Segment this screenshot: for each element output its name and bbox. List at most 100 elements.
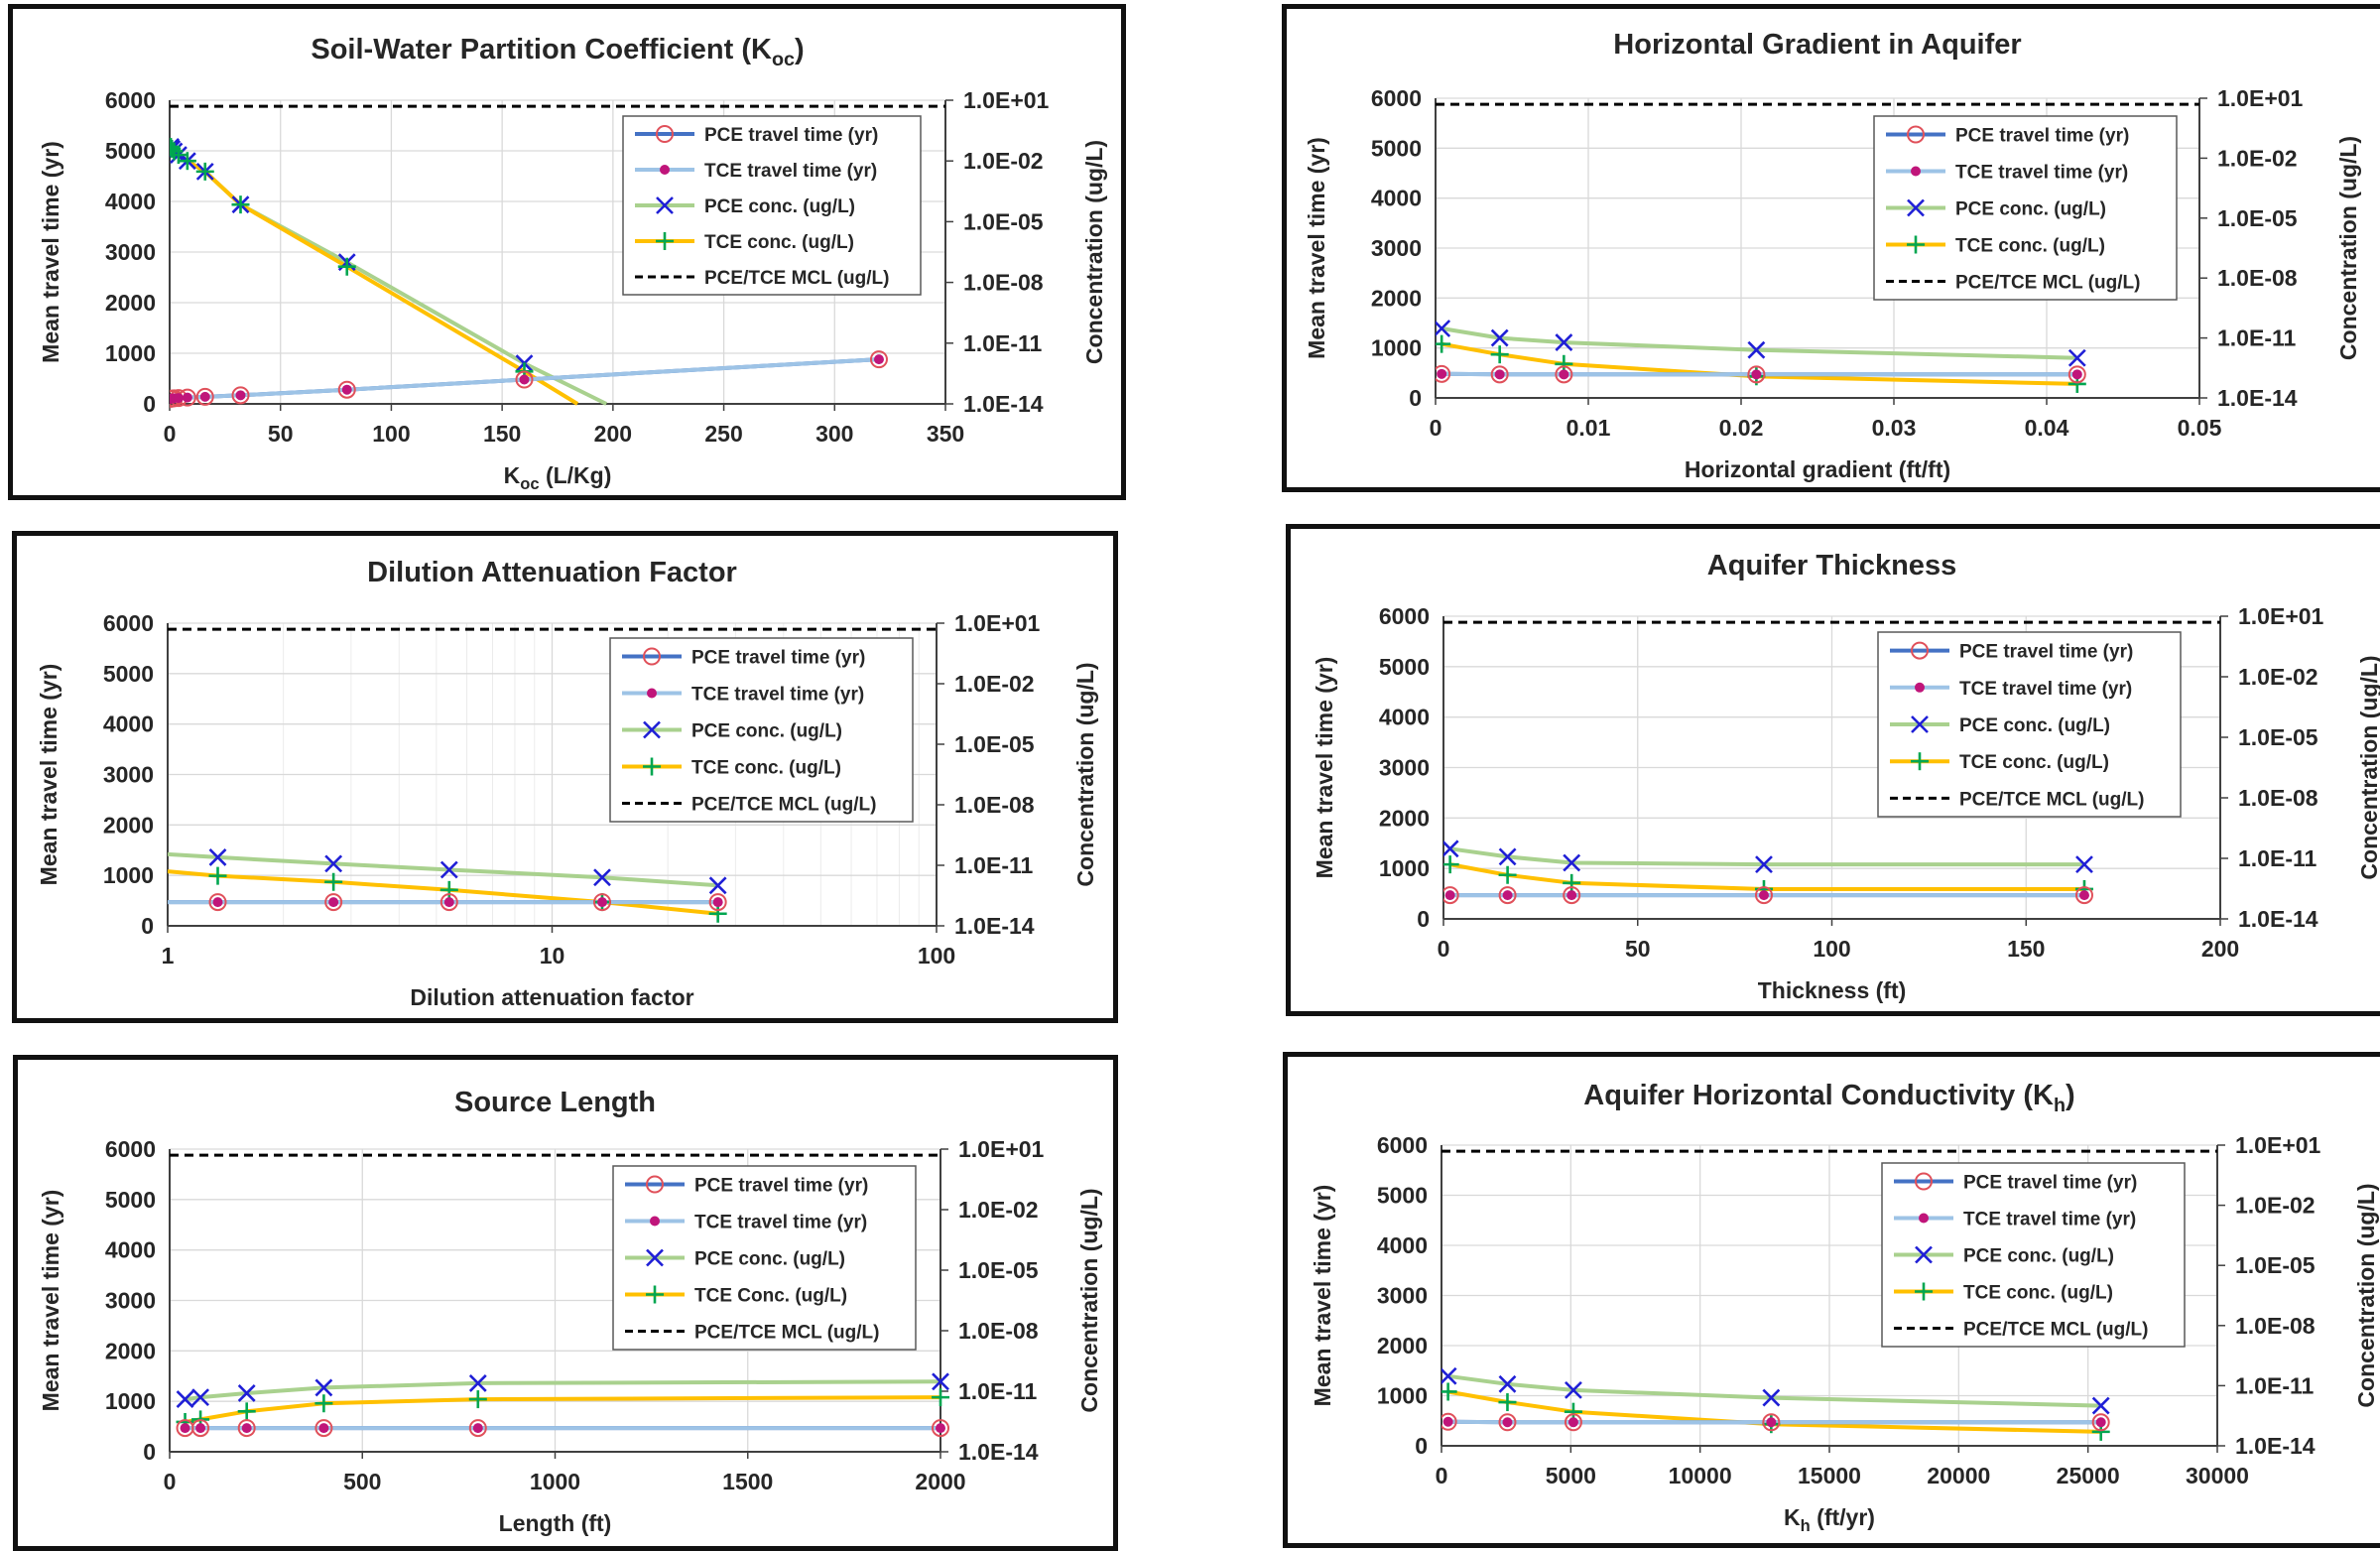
data-point: [195, 387, 214, 406]
legend-item: PCE conc. (ug/L): [1886, 199, 2106, 220]
legend-marker: [656, 125, 674, 143]
chart-title: Aquifer Thickness: [1707, 550, 1956, 582]
y-tick-label: 0: [143, 1439, 156, 1465]
data-point: [932, 1388, 949, 1407]
legend-label: PCE travel time (yr): [694, 1176, 868, 1197]
y2-tick-label: 1.0E-08: [963, 270, 1044, 296]
data-point: [1436, 364, 1451, 383]
legend-marker: [1911, 715, 1929, 733]
y-tick-label: 5000: [1379, 654, 1430, 680]
data-point: [593, 868, 611, 887]
data-point: [173, 393, 184, 404]
x-tick-label: 1500: [722, 1469, 773, 1494]
data-point: [515, 370, 534, 389]
x-tick-label: 20000: [1927, 1463, 1990, 1488]
data-point: [314, 1419, 333, 1438]
chart-svg: Soil-Water Partition Coefficient (Koc) 0 5…: [38, 34, 1107, 493]
legend-marker: [1911, 752, 1929, 771]
data-point: [593, 893, 612, 912]
legend-item: PCE travel time (yr): [625, 1175, 868, 1197]
y-tick-label: 3000: [1377, 1283, 1428, 1309]
chart-panel-horizontal-conductivity: Aquifer Horizontal Conductivity (Kh) 0 500…: [1283, 1052, 2380, 1548]
legend-label: PCE/TCE MCL (ug/L): [1955, 273, 2140, 294]
y2-tick-label: 1.0E-02: [958, 1197, 1039, 1223]
legend-label: TCE conc. (ug/L): [1963, 1283, 2113, 1304]
legend-label: PCE travel time (yr): [704, 125, 878, 146]
series-group: [168, 627, 937, 923]
data-point: [337, 257, 356, 276]
x-axis-label: Kh (ft/yr): [1784, 1504, 1875, 1535]
x-tick-label: 100: [918, 943, 955, 969]
data-point: [439, 893, 458, 912]
legend-marker: [660, 165, 670, 175]
y-tick-label: 5000: [1371, 135, 1422, 161]
data-point: [180, 1423, 190, 1434]
legend-marker: [1911, 166, 1921, 177]
data-point: [932, 1372, 949, 1391]
data-point: [2067, 365, 2086, 384]
x-tick-label: 50: [1625, 936, 1651, 962]
data-point: [324, 893, 343, 912]
y2-tick-label: 1.0E-05: [2235, 1252, 2316, 1278]
legend-item: PCE/TCE MCL (ug/L): [1894, 1320, 2148, 1341]
chart-title: Aquifer Horizontal Conductivity (Kh): [1583, 1080, 2074, 1116]
x-tick-label: 0.04: [2025, 415, 2069, 441]
data-point: [1555, 365, 1573, 384]
chart-title: Dilution Attenuation Factor: [367, 557, 737, 588]
y-axis-label: Mean travel time (yr): [1312, 657, 1337, 879]
data-point: [468, 1373, 487, 1392]
data-point: [468, 1419, 487, 1438]
y2-axis-label: Concentration (ug/L): [1081, 140, 1107, 364]
legend-label: PCE/TCE MCL (ug/L): [704, 268, 889, 289]
x-tick-label: 0.02: [1719, 415, 1764, 441]
legend-item: TCE conc. (ug/L): [1894, 1282, 2113, 1304]
x-axis-label: Horizontal gradient (ft/ft): [1685, 456, 1950, 482]
y2-tick-label: 1.0E+01: [2235, 1132, 2321, 1158]
y-tick-label: 0: [1409, 385, 1422, 411]
y-tick-label: 3000: [1379, 755, 1430, 781]
y2-tick-label: 1.0E-11: [2238, 845, 2317, 871]
legend-marker: [1915, 682, 1925, 693]
legend-item: TCE conc. (ug/L): [622, 757, 841, 779]
data-point: [1755, 855, 1773, 874]
y2-tick-label: 1.0E+01: [954, 610, 1041, 636]
data-point: [1564, 1413, 1582, 1432]
y-tick-label: 0: [1417, 906, 1430, 932]
legend-item: TCE conc. (ug/L): [1886, 235, 2105, 257]
legend-marker: [646, 1175, 664, 1194]
legend-marker: [1907, 125, 1925, 144]
data-point: [208, 866, 227, 885]
data-point: [1442, 1416, 1453, 1427]
legend-item: PCE travel time (yr): [1886, 125, 2129, 147]
legend-item: PCE conc. (ug/L): [1890, 715, 2110, 736]
x-tick-label: 30000: [2186, 1463, 2249, 1488]
x-tick-label: 0: [164, 1469, 177, 1494]
data-point: [1494, 369, 1505, 380]
data-point: [231, 386, 250, 405]
data-point: [1436, 334, 1451, 353]
legend-label: PCE/TCE MCL (ug/L): [694, 1323, 879, 1344]
y2-axis-label: Concentration (ug/L): [2356, 655, 2380, 879]
data-point: [1563, 886, 1581, 905]
data-point: [1563, 853, 1581, 872]
y-tick-label: 6000: [103, 610, 154, 636]
chart-panel-dilution-attenuation: Dilution Attenuation Factor 1 10 100 0 1000 20…: [12, 531, 1118, 1023]
data-point: [195, 1423, 206, 1434]
y-tick-label: 2000: [105, 290, 156, 316]
legend-label: PCE conc. (ug/L): [691, 721, 842, 742]
data-point: [2067, 348, 2086, 367]
legend-label: PCE/TCE MCL (ug/L): [691, 795, 876, 816]
legend-item: PCE travel time (yr): [622, 647, 865, 669]
series-line-3: [170, 145, 608, 406]
legend: PCE travel time (yr) TCE travel time (yr)…: [612, 1165, 917, 1351]
legend-item: TCE travel time (yr): [625, 1213, 867, 1233]
y-tick-label: 4000: [105, 189, 156, 214]
legend: PCE travel time (yr) TCE travel time (yr)…: [609, 637, 914, 823]
data-point: [519, 374, 530, 385]
data-point: [182, 392, 192, 403]
data-point: [237, 1384, 256, 1402]
y2-tick-label: 1.0E-05: [2217, 205, 2298, 231]
y-axis-label: Mean travel time (yr): [36, 664, 62, 886]
legend-label: PCE conc. (ug/L): [704, 196, 855, 217]
data-point: [1565, 1380, 1582, 1399]
